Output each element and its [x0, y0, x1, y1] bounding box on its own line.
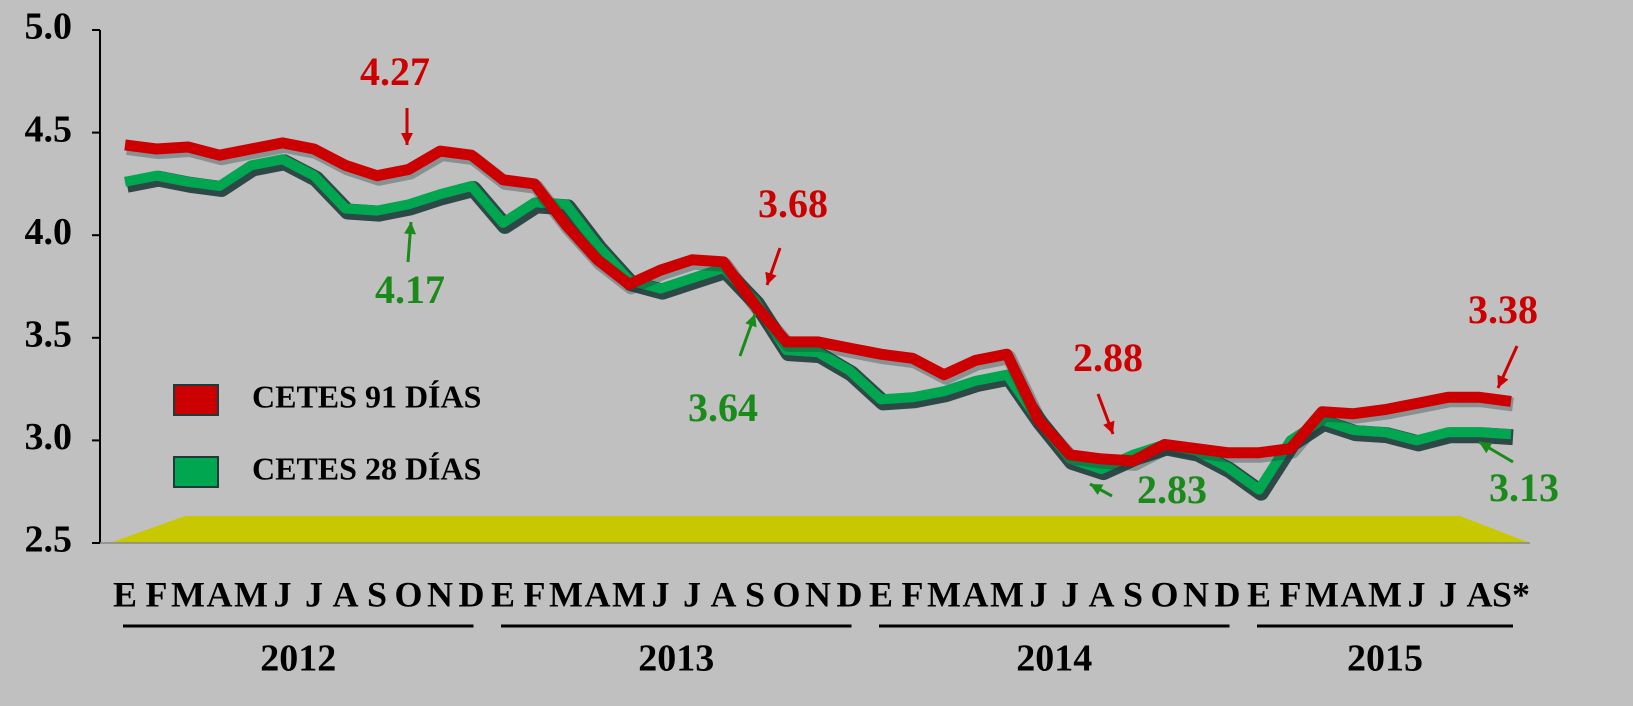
x-tick-label: M [1305, 574, 1339, 614]
x-tick-label: S [367, 574, 387, 614]
x-tick-label: A [333, 574, 359, 614]
x-tick-label: A [711, 574, 737, 614]
series-line [124, 154, 1512, 495]
x-tick-label: A [585, 574, 611, 614]
x-tick-label: A [1089, 574, 1115, 614]
x-tick-label: A [963, 574, 989, 614]
x-tick-label: O [394, 574, 422, 614]
x-tick-label: J [1439, 574, 1457, 614]
x-tick-label: N [427, 574, 453, 614]
x-tick-label: J [683, 574, 701, 614]
y-tick-label: 4.5 [25, 108, 73, 150]
x-tick-label: A [1467, 574, 1493, 614]
annotation-arrowhead [1497, 374, 1509, 388]
floor [110, 516, 1530, 543]
annotation-arrowhead [401, 133, 413, 145]
x-tick-label: S [1123, 574, 1143, 614]
x-tick-label: M [234, 574, 268, 614]
legend-label: CETES 28 DÍAS [252, 450, 481, 486]
year-label: 2013 [638, 638, 714, 680]
annotation: 2.88 [1073, 335, 1143, 380]
x-tick-label: A [207, 574, 233, 614]
legend-swatch [173, 384, 219, 416]
x-tick-label: M [549, 574, 583, 614]
legend-label: CETES 91 DÍAS [252, 378, 481, 414]
x-tick-label: N [805, 574, 831, 614]
x-tick-label: J [1030, 574, 1048, 614]
x-tick-label: F [1280, 574, 1302, 614]
series-line [124, 137, 1512, 467]
x-tick-label: F [902, 574, 924, 614]
x-tick-label: M [990, 574, 1024, 614]
x-tick-label: E [113, 574, 137, 614]
x-tick-label: O [772, 574, 800, 614]
x-tick-label: N [1183, 574, 1209, 614]
annotation: 3.68 [758, 181, 828, 226]
x-tick-label: E [491, 574, 515, 614]
x-tick-label: M [612, 574, 646, 614]
annotation: 3.13 [1489, 465, 1559, 510]
x-tick-label: M [1368, 574, 1402, 614]
x-tick-label: M [171, 574, 205, 614]
annotation: 4.27 [360, 49, 430, 94]
x-tick-label: J [305, 574, 323, 614]
y-tick-label: 3.0 [25, 416, 73, 458]
x-tick-label: E [1247, 574, 1271, 614]
annotation: 2.83 [1137, 467, 1207, 512]
x-tick-label: E [869, 574, 893, 614]
x-tick-label: O [1150, 574, 1178, 614]
year-label: 2015 [1347, 638, 1423, 680]
x-tick-label: J [652, 574, 670, 614]
annotation-arrowhead [404, 222, 417, 235]
annotation-arrowhead [1090, 484, 1104, 496]
y-tick-label: 5.0 [25, 6, 73, 48]
x-tick-label: J [274, 574, 292, 614]
y-tick-label: 2.5 [25, 519, 73, 561]
x-tick-label: D [837, 574, 863, 614]
y-tick-label: 4.0 [25, 211, 73, 253]
x-tick-label: D [1215, 574, 1241, 614]
x-tick-label: J [1408, 574, 1426, 614]
annotation: 3.64 [688, 385, 758, 430]
year-label: 2014 [1016, 638, 1092, 680]
annotation-arrowhead [1479, 442, 1493, 454]
annotation-arrowhead [745, 314, 757, 328]
x-tick-label: F [146, 574, 168, 614]
legend-swatch [173, 456, 219, 488]
annotation: 4.17 [375, 267, 445, 312]
x-tick-label: F [524, 574, 546, 614]
year-label: 2012 [260, 638, 336, 680]
annotation-arrowhead [1103, 420, 1115, 434]
x-tick-label: A [1341, 574, 1367, 614]
x-tick-label: J [1061, 574, 1079, 614]
annotation: 3.38 [1468, 287, 1538, 332]
x-tick-label: D [459, 574, 485, 614]
x-tick-label: S [745, 574, 765, 614]
x-tick-label: S* [1492, 574, 1530, 614]
y-tick-label: 3.5 [25, 314, 73, 356]
annotation-arrowhead [765, 271, 777, 285]
x-tick-label: M [927, 574, 961, 614]
